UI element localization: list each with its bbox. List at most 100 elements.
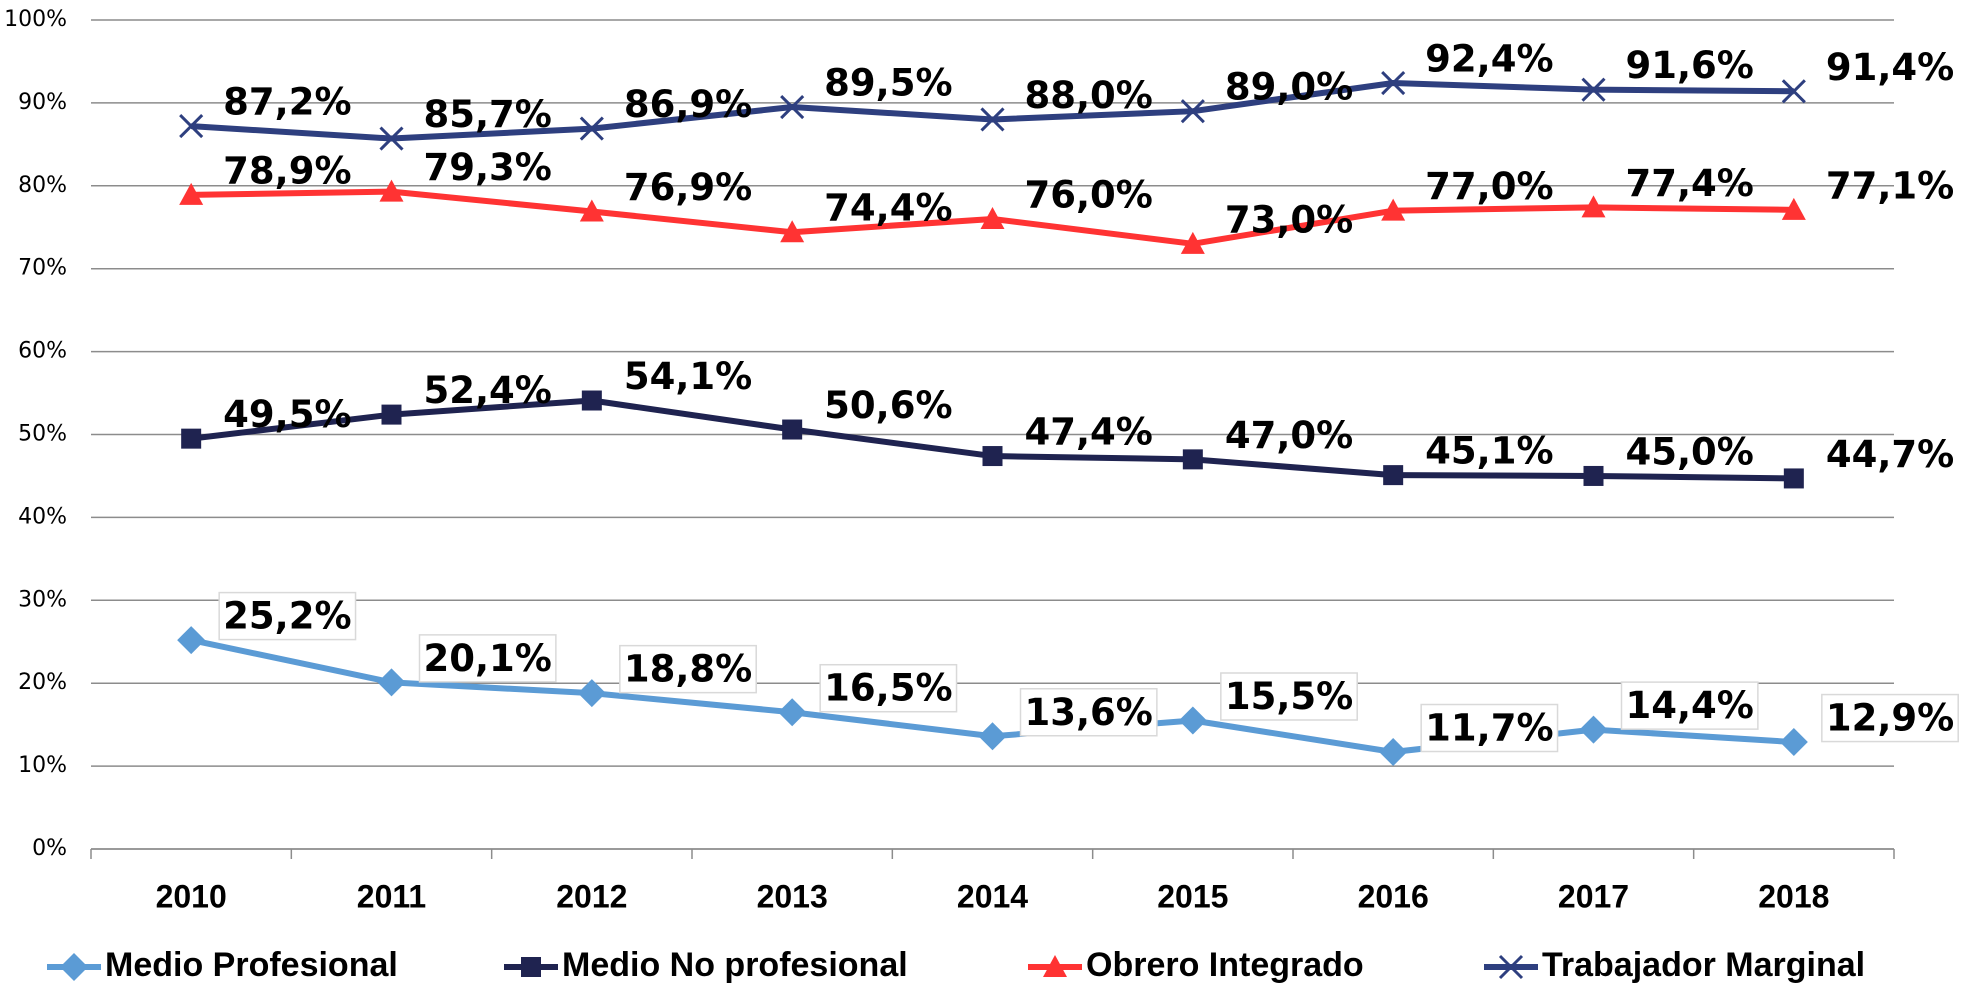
x-tick-label: 2014 [957,878,1028,914]
marker [1781,79,1806,104]
y-tick-label: 80% [18,173,67,198]
marker [1178,706,1207,735]
label-box [1620,681,1759,730]
marker [1781,197,1806,220]
marker [980,107,1005,132]
marker [978,722,1007,751]
value-label: 13,6% [1025,691,1153,734]
marker [1579,715,1608,744]
x-tick-label: 2015 [1157,878,1228,914]
y-tick-label: 100% [4,7,67,32]
marker [980,206,1005,229]
marker [1498,954,1524,980]
value-label: 91,4% [1826,46,1954,89]
marker [1182,449,1203,470]
value-label: 89,0% [1225,66,1353,109]
marker [179,182,204,205]
x-tick-label: 2013 [757,878,828,914]
marker [1783,468,1804,489]
legend-label: Medio Profesional [105,946,398,984]
value-label: 77,4% [1626,162,1754,205]
marker [379,179,404,202]
marker [1379,738,1408,767]
marker [377,668,406,697]
y-tick-label: 40% [18,504,67,529]
x-tick-label: 2018 [1758,878,1829,914]
value-label: 87,2% [223,81,351,124]
marker [1383,465,1404,486]
value-label: 47,4% [1025,411,1153,454]
y-tick-label: 0% [32,836,67,861]
value-label: 15,5% [1225,675,1353,718]
value-label: 20,1% [424,637,552,680]
value-label: 78,9% [223,149,351,192]
marker [780,94,805,120]
marker [581,390,602,411]
marker [60,953,88,981]
marker [1381,70,1406,96]
label-box [1220,672,1358,721]
marker [778,698,807,727]
value-label: 25,2% [223,595,351,638]
marker [1581,77,1606,102]
value-label: 89,5% [824,62,952,105]
y-tick-label: 30% [18,587,67,612]
value-label: 91,6% [1626,44,1754,87]
y-tick-label: 90% [18,90,67,115]
value-label: 44,7% [1826,433,1954,476]
value-label: 73,0% [1225,198,1353,241]
value-label: 49,5% [223,393,351,436]
value-label: 85,7% [424,93,552,136]
value-label: 14,4% [1626,684,1754,727]
legend-label: Medio No profesional [562,946,908,984]
legend-label: Trabajador Marginal [1542,946,1865,984]
y-tick-label: 10% [18,753,67,778]
marker [1583,465,1604,486]
value-label: 79,3% [424,146,552,189]
value-label: 18,8% [624,648,752,691]
value-label: 12,9% [1826,697,1954,740]
marker [379,126,404,151]
x-tick-label: 2012 [556,878,627,914]
value-label: 45,0% [1626,430,1754,473]
value-label: 76,9% [624,166,752,209]
marker [782,419,803,440]
marker [579,199,604,222]
value-label: 50,6% [824,384,952,427]
y-tick-label: 20% [18,670,67,695]
label-box [418,634,557,683]
label-box [819,663,958,713]
marker [579,116,604,141]
value-label: 77,0% [1425,165,1553,208]
marker [1180,99,1205,124]
x-tick-label: 2016 [1358,878,1429,914]
value-label: 77,1% [1826,164,1954,207]
legend-label: Obrero Integrado [1086,946,1364,984]
x-tick-label: 2011 [357,878,426,914]
value-label: 11,7% [1425,707,1553,750]
label-box [619,644,757,694]
value-label: 54,1% [624,355,752,398]
x-tick-label: 2010 [156,878,227,914]
y-tick-label: 70% [18,256,67,281]
marker [1180,231,1205,254]
value-label: 92,4% [1425,38,1553,81]
marker [177,626,206,655]
y-tick-label: 50% [18,422,67,447]
x-tick-label: 2017 [1558,878,1629,914]
marker [780,220,805,243]
marker [577,679,606,708]
marker [1581,195,1606,218]
value-label: 47,0% [1225,414,1353,457]
label-box [1821,693,1959,743]
marker [521,957,541,977]
marker [1381,198,1406,221]
label-box [1019,688,1158,737]
value-label: 76,0% [1025,173,1153,216]
marker [1043,955,1067,977]
marker [181,428,202,449]
value-label: 86,9% [624,83,752,126]
y-tick-label: 60% [18,339,67,364]
label-box [1420,703,1559,753]
